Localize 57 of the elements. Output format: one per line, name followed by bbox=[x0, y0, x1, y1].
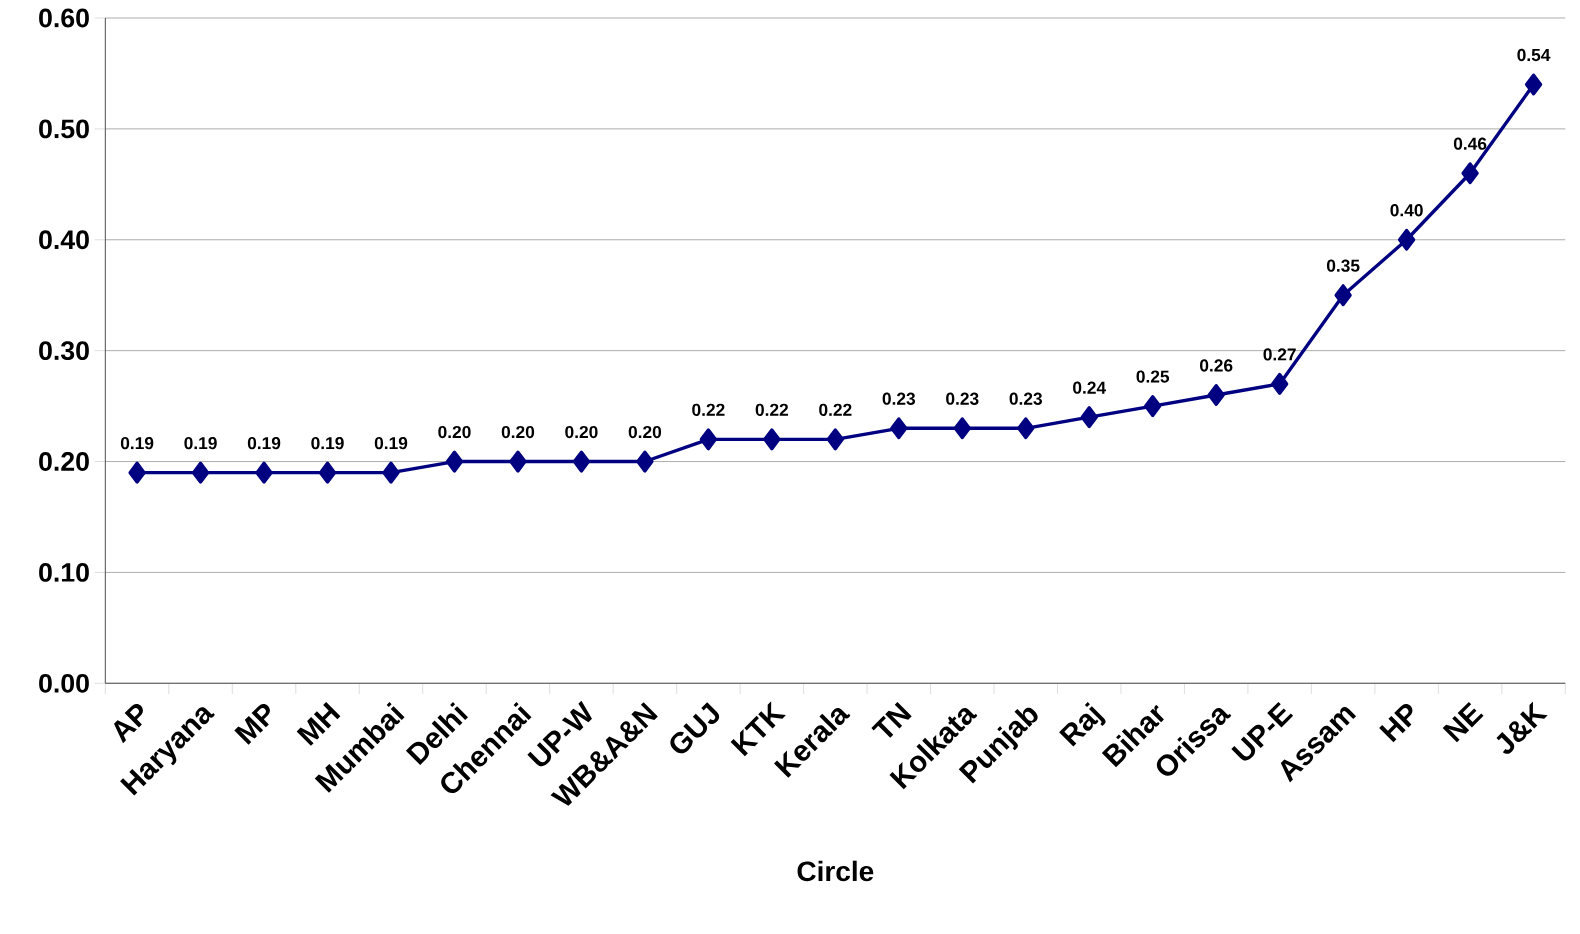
y-tick-label: 0.10 bbox=[39, 563, 89, 582]
data-label: 0.23 bbox=[882, 392, 916, 405]
x-tick-label: HP bbox=[1379, 703, 1413, 743]
point bbox=[191, 461, 210, 484]
x-tick-label: NE bbox=[1442, 701, 1484, 743]
point bbox=[636, 450, 654, 473]
point bbox=[699, 428, 718, 451]
data-label: 0.20 bbox=[501, 425, 535, 439]
data-label: 0.19 bbox=[311, 436, 344, 450]
x-axis-title: Circle bbox=[797, 860, 874, 882]
point bbox=[763, 428, 781, 451]
data-label: 0.22 bbox=[692, 403, 725, 416]
point bbox=[1397, 228, 1416, 251]
y-tick-label: 0.30 bbox=[39, 341, 89, 361]
data-label: 0.20 bbox=[438, 425, 471, 439]
data-label: 0.20 bbox=[628, 425, 662, 439]
data-label: 0.46 bbox=[1453, 137, 1487, 150]
data-label: 0.27 bbox=[1263, 348, 1296, 361]
point bbox=[1270, 372, 1289, 395]
point bbox=[572, 450, 591, 473]
point bbox=[1207, 384, 1225, 407]
data-label: 0.19 bbox=[120, 436, 154, 450]
point bbox=[128, 461, 146, 484]
data-label: 0.22 bbox=[819, 403, 852, 416]
y-tick-label: 0.50 bbox=[39, 119, 89, 139]
data-label: 0.26 bbox=[1200, 359, 1233, 372]
y-tick-label: 0.40 bbox=[39, 230, 89, 250]
point bbox=[1144, 395, 1162, 418]
point bbox=[953, 417, 971, 440]
data-label: 0.19 bbox=[247, 436, 281, 450]
point bbox=[255, 461, 273, 484]
x-tick-label: MP bbox=[234, 703, 270, 745]
y-tick-label: 0.00 bbox=[39, 673, 89, 693]
data-label: 0.20 bbox=[565, 425, 598, 439]
point bbox=[1017, 417, 1035, 440]
point bbox=[1524, 73, 1543, 96]
data-label: 0.22 bbox=[755, 403, 789, 416]
point bbox=[382, 461, 400, 484]
data-label: 0.24 bbox=[1073, 381, 1107, 394]
data-label: 0.19 bbox=[374, 436, 408, 450]
y-tick-label: 0.20 bbox=[39, 452, 89, 471]
point bbox=[1080, 406, 1098, 429]
point bbox=[826, 428, 844, 451]
point bbox=[890, 417, 908, 440]
data-label: 0.23 bbox=[946, 392, 979, 405]
point bbox=[318, 461, 337, 484]
data-label: 0.23 bbox=[1009, 392, 1042, 405]
point bbox=[445, 450, 464, 473]
data-label: 0.40 bbox=[1390, 204, 1423, 217]
point bbox=[1461, 162, 1479, 185]
data-label: 0.25 bbox=[1136, 370, 1170, 383]
data-label: 0.35 bbox=[1326, 259, 1360, 272]
data-label: 0.19 bbox=[184, 436, 217, 450]
data-label: 0.54 bbox=[1517, 48, 1551, 62]
point bbox=[509, 450, 527, 473]
point bbox=[1334, 284, 1352, 307]
y-tick-label: 0.60 bbox=[39, 8, 89, 28]
